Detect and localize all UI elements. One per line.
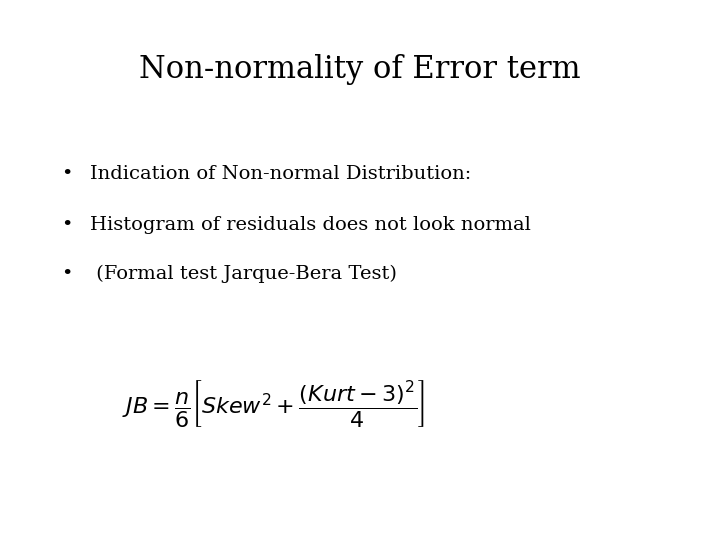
Text: •: • [61,165,73,183]
Text: $JB = \dfrac{n}{6}\left[ Skew^2 + \dfrac{(Kurt-3)^2}{4} \right]$: $JB = \dfrac{n}{6}\left[ Skew^2 + \dfrac… [122,378,426,429]
Text: Non-normality of Error term: Non-normality of Error term [139,54,581,85]
Text: •: • [61,265,73,282]
Text: •: • [61,216,73,234]
Text: Histogram of residuals does not look normal: Histogram of residuals does not look nor… [90,216,531,234]
Text: Indication of Non-normal Distribution:: Indication of Non-normal Distribution: [90,165,472,183]
Text: (Formal test Jarque-Bera Test): (Formal test Jarque-Bera Test) [90,265,397,283]
